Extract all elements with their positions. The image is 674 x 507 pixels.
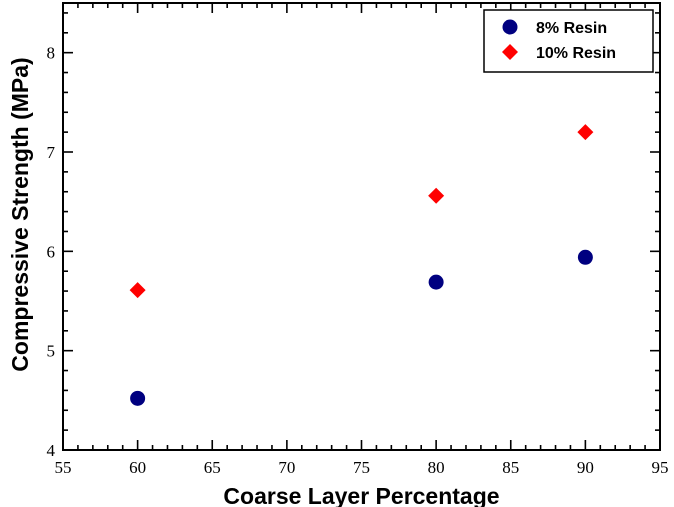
x-tick-label: 90 bbox=[577, 458, 594, 477]
x-tick-label: 75 bbox=[353, 458, 370, 477]
x-tick-label: 55 bbox=[55, 458, 72, 477]
plot-area: 55 60 65 70 75 80 85 90 95 4 5 6 7 8 bbox=[47, 2, 669, 477]
y-tick-label: 7 bbox=[47, 143, 56, 162]
y-axis-title: Compressive Strength (MPa) bbox=[7, 57, 33, 371]
x-tick-label: 60 bbox=[129, 458, 146, 477]
x-tick-label: 85 bbox=[502, 458, 519, 477]
series-1 bbox=[130, 249, 593, 406]
data-point bbox=[130, 390, 146, 406]
x-axis-title: Coarse Layer Percentage bbox=[223, 483, 499, 507]
data-point bbox=[129, 282, 146, 299]
y-tick-label: 5 bbox=[47, 342, 56, 361]
x-tick-label: 70 bbox=[278, 458, 295, 477]
y-tick-label: 6 bbox=[47, 242, 56, 261]
x-tick-label: 80 bbox=[428, 458, 445, 477]
x-tick-label: 95 bbox=[652, 458, 669, 477]
x-tick-label: 65 bbox=[204, 458, 221, 477]
legend-label: 8% Resin bbox=[536, 20, 607, 37]
legend-marker bbox=[502, 19, 518, 35]
legend: 8% Resin 10% Resin bbox=[483, 9, 654, 73]
data-point bbox=[428, 274, 444, 290]
series-2 bbox=[129, 124, 594, 299]
data-point bbox=[428, 187, 445, 204]
y-tick-label: 4 bbox=[47, 441, 56, 460]
legend-marker bbox=[502, 44, 518, 60]
data-point bbox=[577, 249, 593, 265]
data-point bbox=[577, 124, 594, 141]
y-tick-label: 8 bbox=[47, 44, 56, 63]
legend-label: 10% Resin bbox=[536, 45, 616, 62]
